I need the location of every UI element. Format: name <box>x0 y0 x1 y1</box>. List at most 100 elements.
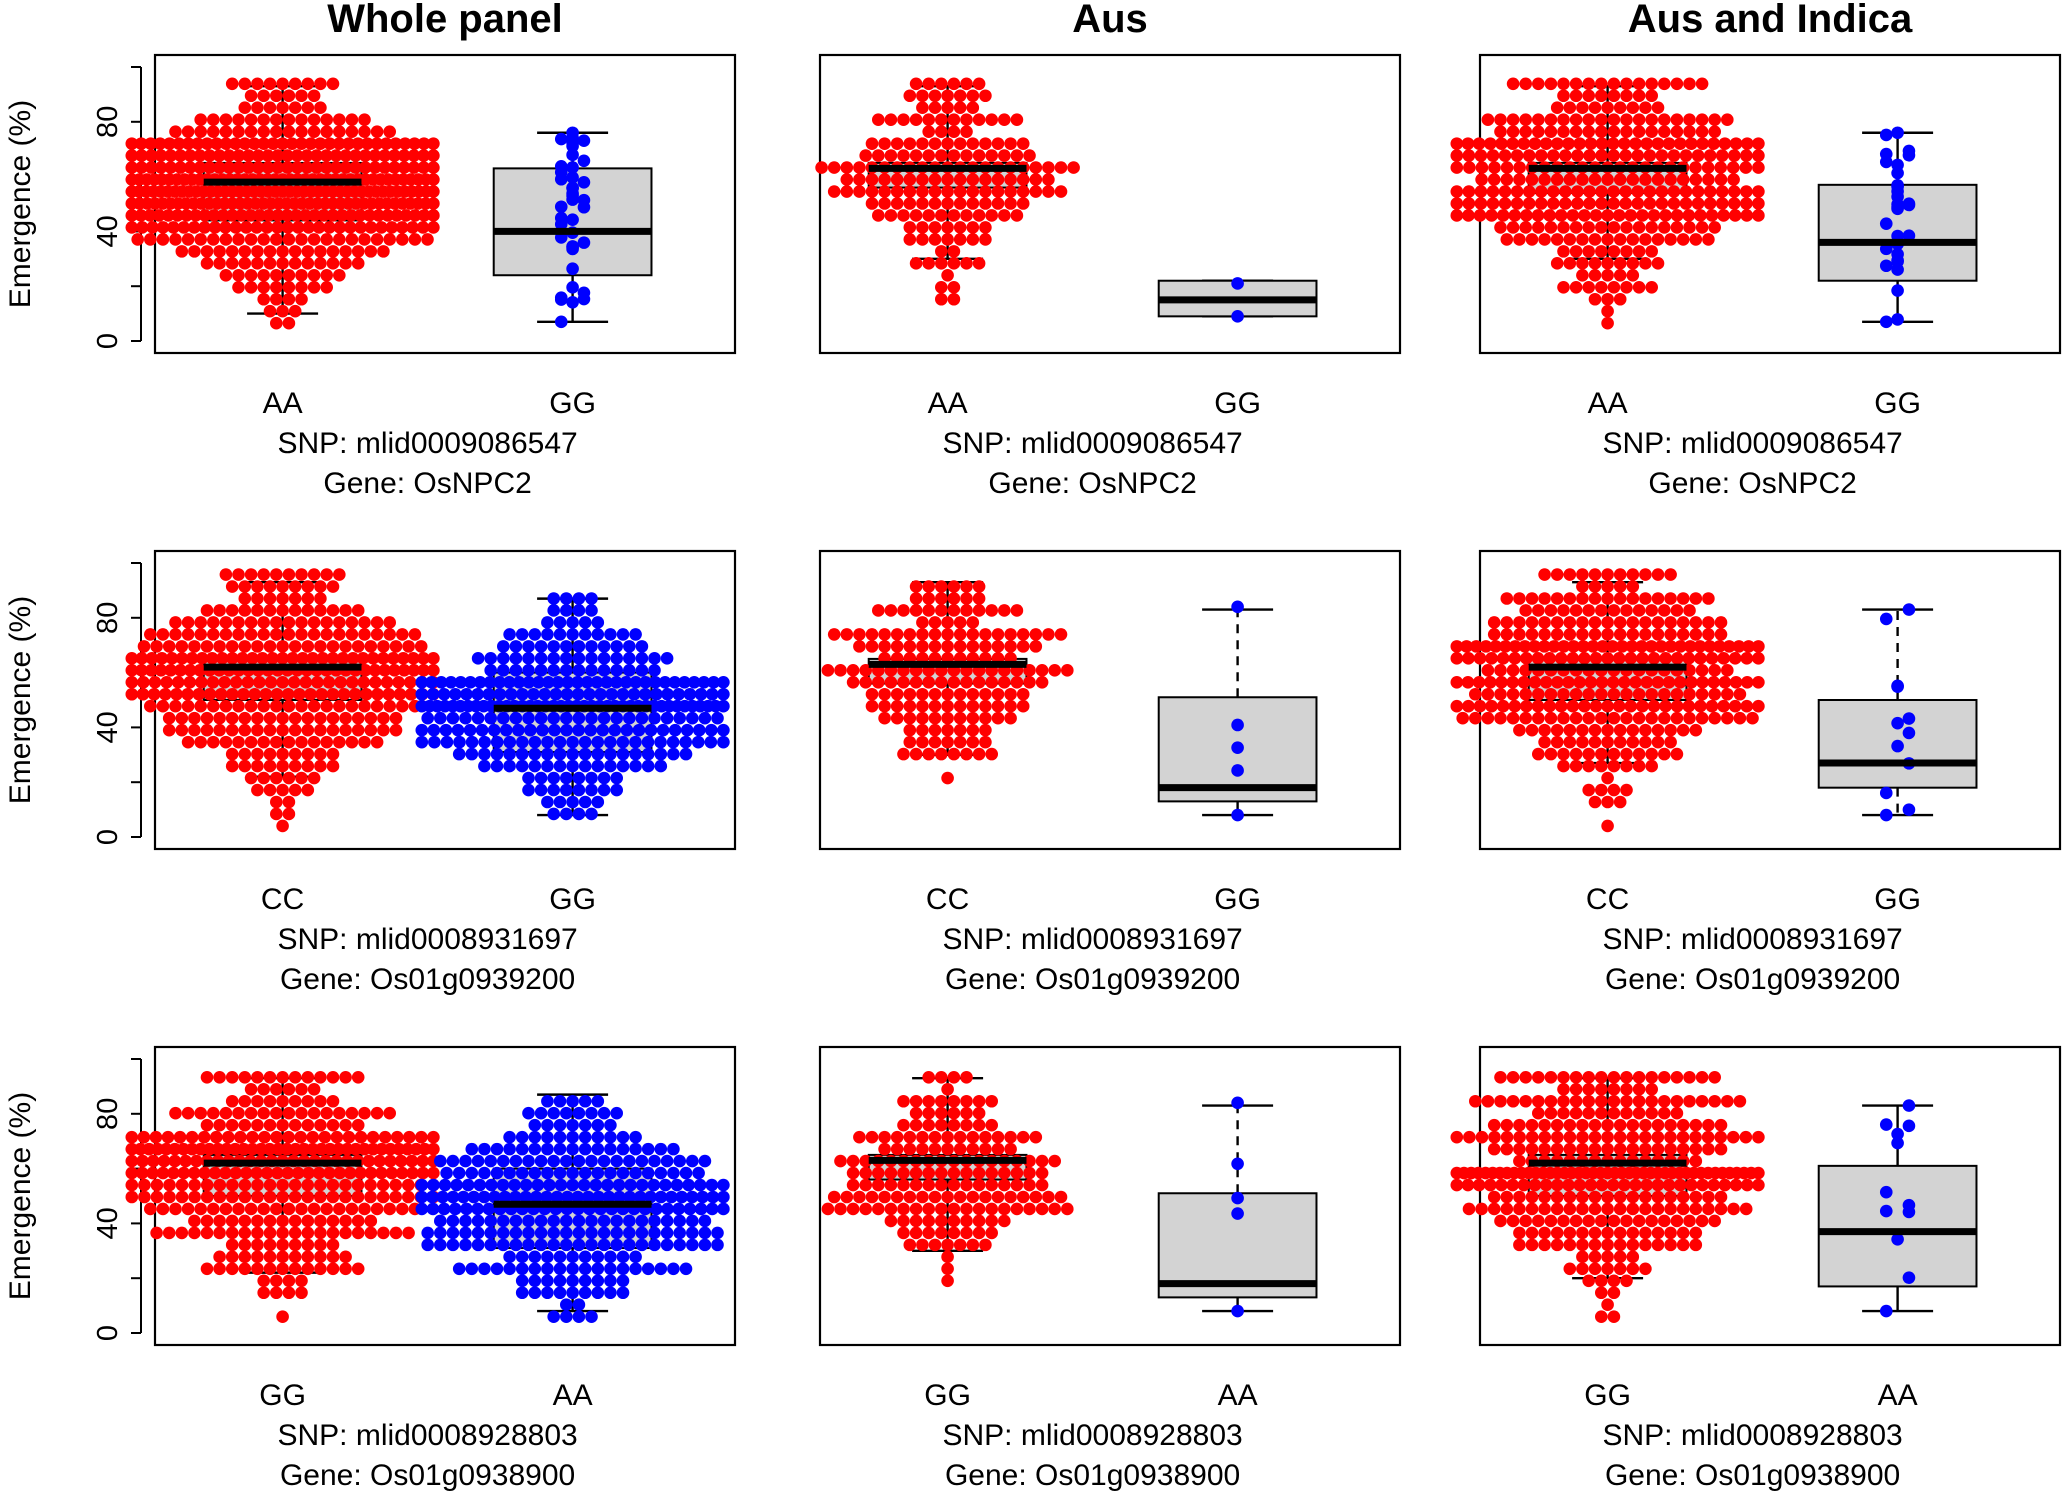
data-point <box>207 1202 220 1216</box>
data-point <box>1557 125 1570 138</box>
data-point <box>288 1214 302 1228</box>
data-point <box>200 257 214 270</box>
data-point <box>1632 747 1646 761</box>
data-point <box>345 616 359 629</box>
data-point <box>183 675 197 689</box>
data-point <box>554 200 568 214</box>
data-point <box>1557 759 1570 773</box>
data-point <box>1557 640 1571 653</box>
data-point <box>1655 149 1669 162</box>
data-point <box>333 269 346 282</box>
data-point <box>1004 687 1017 701</box>
data-point <box>827 185 841 198</box>
data-point <box>370 616 384 629</box>
data-point <box>238 137 252 150</box>
data-point <box>427 664 440 677</box>
data-point <box>979 1130 992 1144</box>
data-point <box>263 1071 277 1084</box>
data-point <box>426 687 440 701</box>
data-point <box>541 1130 554 1144</box>
data-point <box>1538 1202 1551 1216</box>
data-point <box>310 149 323 162</box>
data-point <box>251 580 264 593</box>
data-point <box>1576 173 1589 186</box>
data-point <box>1891 158 1904 172</box>
data-point <box>916 628 929 641</box>
data-point <box>1727 1202 1740 1216</box>
data-point <box>1728 209 1742 222</box>
data-point <box>1674 640 1687 653</box>
data-point <box>208 221 222 234</box>
data-point <box>1714 1142 1728 1156</box>
data-point <box>1231 1191 1244 1205</box>
data-point <box>478 1166 491 1180</box>
data-point <box>345 735 359 749</box>
data-point <box>1670 711 1684 725</box>
data-point <box>345 1202 359 1216</box>
data-point <box>332 1142 345 1156</box>
data-point <box>872 1202 885 1216</box>
data-point <box>1685 675 1698 689</box>
data-point <box>1010 1178 1024 1192</box>
data-point <box>972 113 986 126</box>
data-point <box>181 699 195 713</box>
data-point <box>935 113 948 126</box>
data-point <box>1639 735 1652 749</box>
data-point <box>235 209 248 222</box>
data-point <box>597 1226 611 1240</box>
snp-label: SNP: mlid0009086547 <box>1602 427 1902 460</box>
data-point <box>1543 652 1556 665</box>
data-point <box>291 221 305 234</box>
data-point <box>1620 1274 1633 1288</box>
data-point <box>1601 723 1614 737</box>
data-point <box>1538 1130 1552 1144</box>
data-point <box>1582 221 1595 234</box>
data-point <box>345 233 359 246</box>
data-point <box>378 664 392 677</box>
data-point <box>1879 808 1893 822</box>
data-point <box>333 568 346 581</box>
data-point <box>1702 628 1715 641</box>
data-point <box>1620 125 1633 138</box>
data-point <box>1525 1130 1539 1144</box>
data-point <box>566 1262 579 1276</box>
group-gg: GG <box>1450 1071 1765 1412</box>
data-point <box>616 1142 630 1156</box>
data-point <box>276 580 289 593</box>
data-point <box>1670 1214 1684 1228</box>
group-aa: AA <box>1817 1099 1978 1412</box>
data-point <box>333 699 346 713</box>
data-point <box>972 675 986 689</box>
data-point <box>1689 161 1702 174</box>
data-point <box>282 795 296 809</box>
data-point <box>388 161 401 174</box>
data-point <box>1639 1142 1652 1156</box>
data-point <box>1010 1166 1024 1180</box>
data-point <box>415 687 429 701</box>
data-point <box>206 675 220 689</box>
data-point <box>584 723 597 737</box>
data-point <box>288 592 302 605</box>
data-point <box>307 113 321 126</box>
data-point <box>578 1262 592 1276</box>
data-point <box>1651 1238 1665 1252</box>
data-point <box>604 1166 617 1180</box>
data-point <box>251 161 265 174</box>
data-point <box>427 209 440 222</box>
data-point <box>213 245 226 258</box>
data-point <box>941 221 954 234</box>
data-point <box>1664 1130 1677 1144</box>
data-point <box>1550 628 1564 641</box>
data-point <box>1004 1142 1017 1156</box>
data-point <box>1655 185 1669 198</box>
data-point <box>301 1190 315 1204</box>
data-point <box>179 1154 192 1168</box>
data-point <box>941 771 954 785</box>
data-point <box>354 1166 367 1180</box>
data-point <box>169 1106 182 1120</box>
data-point <box>947 1166 961 1180</box>
data-point <box>541 1166 554 1180</box>
data-point <box>922 592 935 605</box>
data-point <box>282 628 296 641</box>
data-point <box>358 1106 371 1120</box>
